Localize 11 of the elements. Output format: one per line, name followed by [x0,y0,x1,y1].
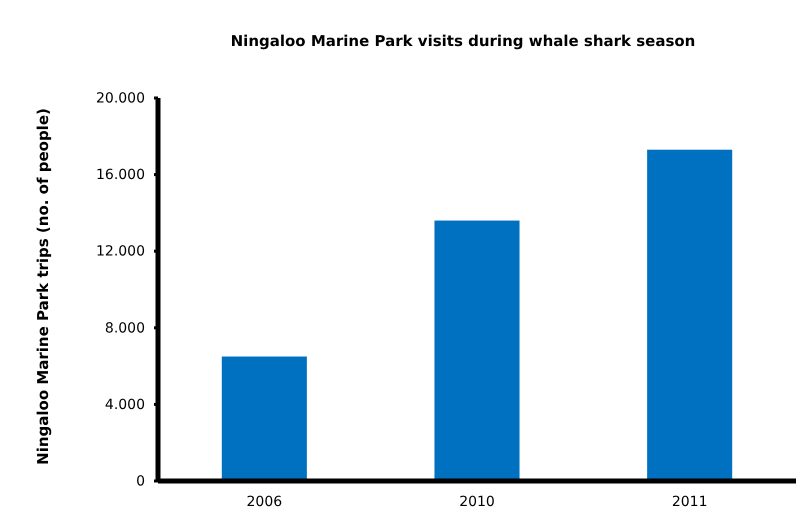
y-tick-label: 4.000 [104,396,145,413]
chart-title: Ningaloo Marine Park visits during whale shark season [230,32,696,50]
y-tick-label: 8.000 [104,320,145,336]
x-tick-label: 2010 [459,494,495,510]
x-tick-label: 2006 [246,494,282,510]
y-axis-title: Ningaloo Marine Park trips (no. of people) [34,108,52,465]
y-tick-label: 20.000 [96,90,145,106]
x-tick-label: 2011 [672,494,708,510]
y-tick-label: 16.000 [96,167,145,184]
y-tick-label: 0 [136,473,145,490]
y-tick-label: 12.000 [96,244,145,260]
